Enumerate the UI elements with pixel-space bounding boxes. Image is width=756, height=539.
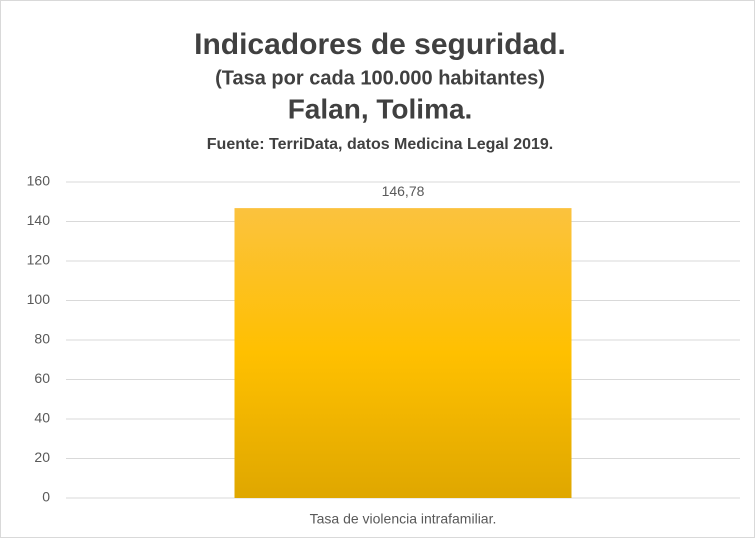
- chart-subtitle: (Tasa por cada 100.000 habitantes): [215, 67, 545, 89]
- y-tick-label: 140: [27, 212, 51, 228]
- chart-title: Indicadores de seguridad.: [194, 28, 566, 61]
- y-tick-label: 120: [27, 252, 51, 268]
- y-tick-label: 100: [27, 291, 51, 307]
- y-tick-label: 80: [34, 331, 50, 347]
- y-tick-label: 160: [27, 173, 51, 189]
- bar: [234, 208, 572, 498]
- y-tick-label: 60: [34, 370, 50, 386]
- y-tick-label: 20: [34, 449, 50, 465]
- chart-location: Falan, Tolima.: [288, 93, 473, 124]
- chart-source: Fuente: TerriData, datos Medicina Legal …: [207, 136, 553, 153]
- y-tick-label: 0: [42, 489, 50, 505]
- data-label: 146,78: [382, 183, 425, 199]
- y-tick-label: 40: [34, 410, 50, 426]
- x-tick-label: Tasa de violencia intrafamiliar.: [310, 511, 497, 527]
